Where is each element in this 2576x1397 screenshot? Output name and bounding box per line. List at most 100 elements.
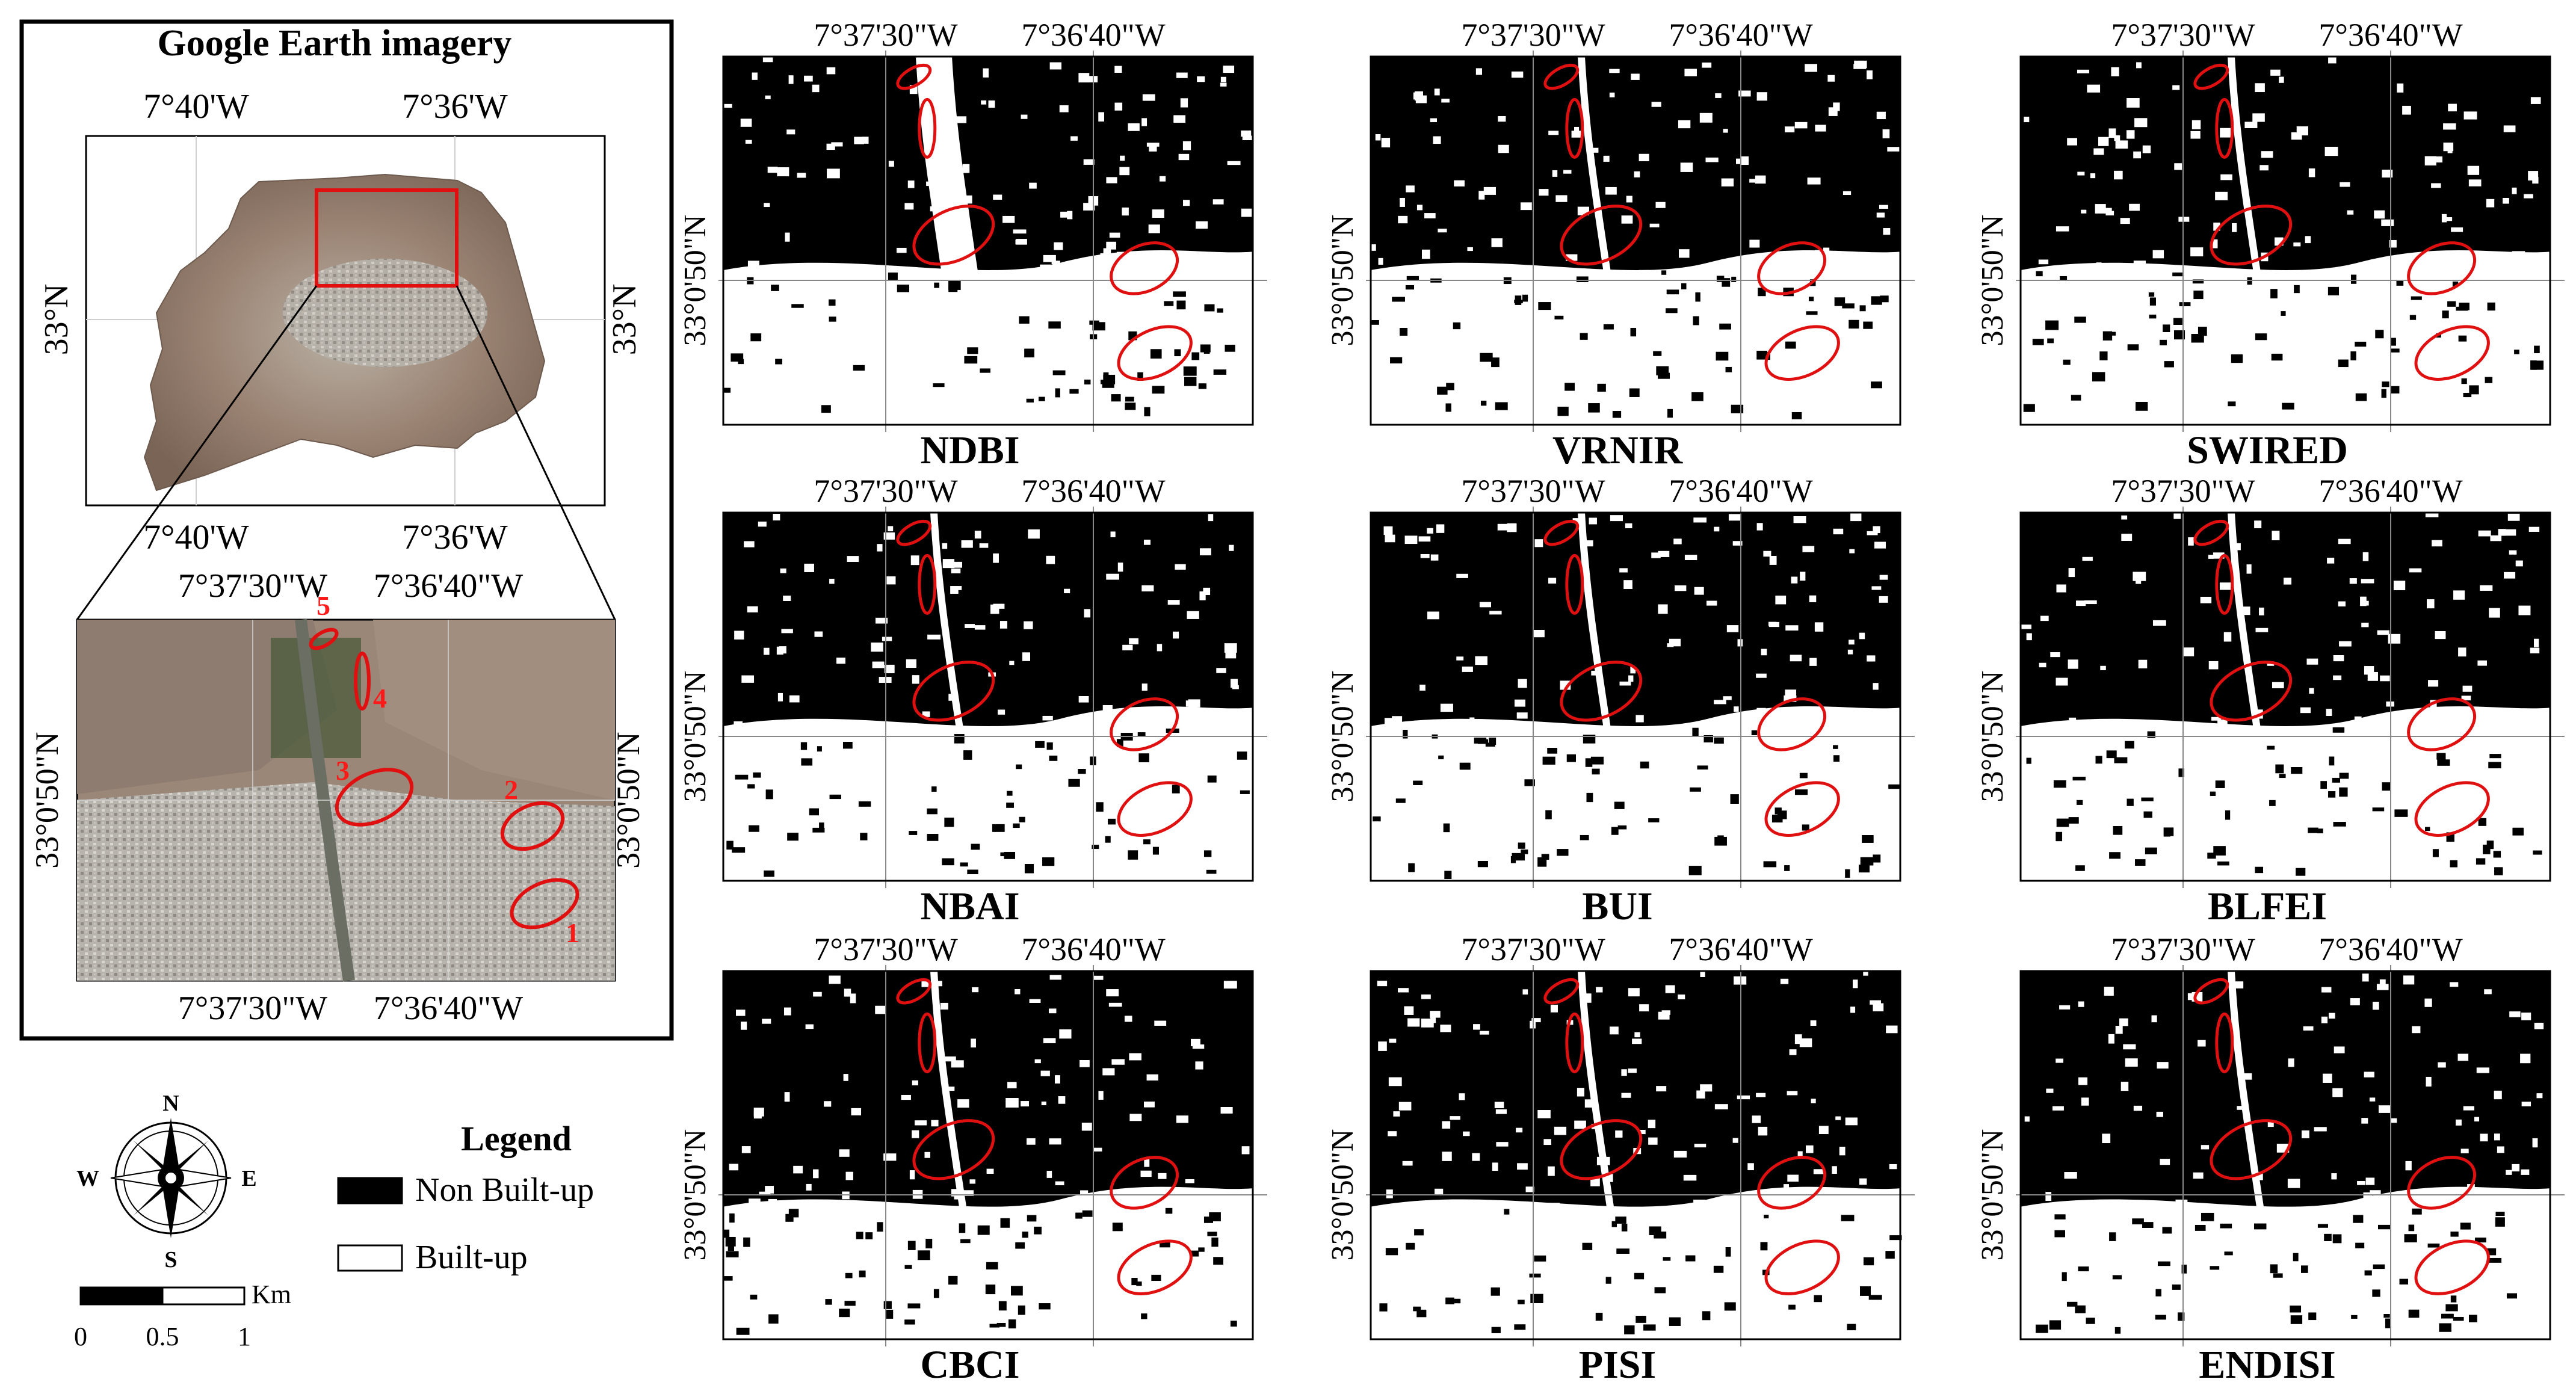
legend-label-nonbuilt: Non Built-up [415,1171,594,1209]
highlight-ellipse-4 [1110,697,1179,751]
highlight-ellipse-5 [1764,325,1840,381]
compass-n: N [162,1091,179,1116]
panel-vrnir: 7°37'30"W 7°36'40"W 33°0'50"N VRNIR [1326,17,1915,472]
classification-noise [2021,513,2542,876]
highlight-ellipse-4 [2407,1156,2477,1210]
highlight-ellipse-4 [1110,1156,1179,1210]
panel-title: VRNIR [1552,428,1684,472]
builtup-area [1371,1186,1900,1339]
compass-w: W [76,1166,99,1191]
classification-noise [723,975,1250,1335]
river-streak [2228,512,2283,881]
scale-bar [79,1286,246,1306]
highlight-ellipse-5 [2414,781,2490,837]
panel-lon-label: 7°36'40"W [1669,17,1812,53]
river-streak [2228,56,2283,425]
panel-lon-label: 7°36'40"W [2318,931,2462,967]
highlight-ellipse-2 [918,1012,937,1073]
highlight-ellipse-1 [2193,63,2229,90]
highlight-ellipse-4 [1757,1156,1827,1210]
highlight-ellipse-1 [1543,63,1580,90]
panel-lon-label: 7°36'40"W [1021,473,1165,509]
highlight-ellipse-5 [1117,1239,1193,1295]
river-streak [1578,970,1633,1340]
panel-nbai: 7°37'30"W 7°36'40"W 33°0'50"N NBAI [678,473,1267,928]
index-panels: 7°37'30"W 7°36'40"W33°0'50"NNDBI7°37'30"W… [678,17,2565,1387]
highlight-ellipse-4 [1110,241,1179,295]
highlight-ellipse-2 [2215,1012,2234,1073]
overview-lon-bottom-2: 7°36'W [402,517,508,557]
highlight-ellipse-4 [1757,697,1827,751]
river-streak [930,512,986,881]
panel-lon-label: 7°36'40"W [1021,17,1165,53]
legend-swatch-nonbuilt [337,1177,403,1204]
panel-lat-label: 33°0'50"N [678,1129,712,1261]
zoom-marker-1: 1 [566,917,579,948]
panel-cbci: 7°37'30"W 7°36'40"W 33°0'50"N CBCI [678,931,1267,1387]
classification-noise [723,57,1253,416]
panel-lon-label: 7°37'30"W [814,931,957,967]
classification-noise [2024,973,2547,1334]
panel-lon-label: 7°37'30"W [2111,17,2255,53]
builtup-area [1371,706,1900,881]
scale-tick-05: 0.5 [146,1322,179,1351]
zoom-marker-2: 2 [504,774,518,805]
panel-lat-label: 33°0'50"N [678,215,712,347]
highlight-ellipse-3 [1560,205,1643,266]
highlight-ellipse-2 [2215,554,2234,615]
panel-blfei: 7°37'30"W 7°36'40"W 33°0'50"N BLFEI [1975,473,2565,928]
highlight-ellipse-2 [1565,554,1584,615]
river-streak [2228,970,2283,1340]
panel-lon-label: 7°37'30"W [814,17,957,53]
river-streak [930,970,986,1340]
panel-endisi: 7°37'30"W 7°36'40"W 33°0'50"N ENDISI [1975,931,2565,1387]
panel-lon-label: 7°37'30"W [2111,931,2255,967]
builtup-area [723,250,1253,425]
overview-lat-right: 33°N [606,284,643,356]
classification-noise [2023,57,2544,412]
overview-zoom-box [315,188,459,288]
panel-lon-label: 7°37'30"W [1461,17,1605,53]
highlight-ellipse-3 [912,661,995,722]
highlight-ellipse-2 [1565,97,1584,159]
highlight-ellipse-5 [2414,325,2490,381]
overview-lon-top-1: 7°40'W [143,87,249,126]
highlight-ellipse-5 [2414,1239,2490,1295]
compass-rose [110,1118,232,1238]
zoom-lon-bottom-1: 7°37'30"W [178,990,327,1027]
panel-lat-label: 33°0'50"N [1326,1129,1360,1261]
highlight-ellipse-2 [1565,1012,1584,1073]
zoom-map: 1 2 3 4 5 [76,590,616,982]
compass-e: E [241,1166,256,1191]
builtup-area [723,706,1253,881]
zoom-lon-top-1: 7°37'30"W [178,567,327,605]
panel-title: BUI [1582,884,1652,928]
overview-lon-top-2: 7°36'W [402,87,508,126]
highlight-ellipse-1 [2193,978,2229,1005]
overview-map [76,135,616,620]
highlight-ellipse-3 [2210,1119,2293,1180]
zoom-lon-top-2: 7°36'40"W [374,567,523,605]
panel-pisi: 7°37'30"W 7°36'40"W 33°0'50"N PISI [1326,931,1915,1387]
highlight-ellipse-3 [912,1119,995,1180]
highlight-ellipse-5 [1117,325,1193,381]
zoom-marker-5: 5 [317,590,330,621]
builtup-area [2021,706,2550,881]
highlight-ellipse-1 [896,63,932,90]
highlight-ellipse-5 [1764,781,1840,837]
classification-noise [1377,971,1902,1334]
scale-tick-1: 1 [238,1322,251,1351]
panel-title: PISI [1579,1343,1656,1387]
panel-lon-label: 7°36'40"W [2318,473,2462,509]
panel-bui: 7°37'30"W 7°36'40"W 33°0'50"N BUI [1326,473,1915,928]
builtup-area [2021,250,2550,425]
highlight-ellipse-1 [896,519,932,546]
zoom-lon-bottom-2: 7°36'40"W [374,990,523,1027]
zoom-marker-4: 4 [373,683,387,714]
highlight-ellipse-5 [1117,781,1193,837]
highlight-ellipse-5 [1764,1239,1840,1295]
legend-label-built: Built-up [415,1239,528,1276]
panel-lat-label: 33°0'50"N [1326,671,1360,803]
panel-lat-label: 33°0'50"N [1975,215,2010,347]
zoom-marker-3: 3 [336,755,350,786]
